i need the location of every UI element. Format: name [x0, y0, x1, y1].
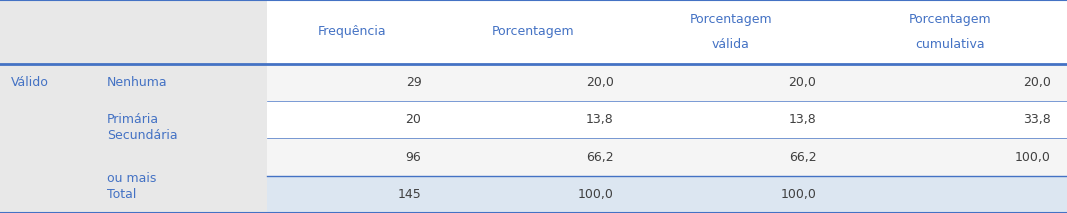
Bar: [0, 64, 267, 101]
Text: 20,0: 20,0: [789, 76, 816, 89]
Text: 33,8: 33,8: [1023, 113, 1051, 126]
Text: 145: 145: [398, 188, 421, 201]
Text: 20,0: 20,0: [586, 76, 614, 89]
Text: ou mais: ou mais: [107, 172, 156, 185]
Text: 66,2: 66,2: [586, 151, 614, 164]
Text: 20,0: 20,0: [1023, 76, 1051, 89]
Bar: [267, 176, 1067, 213]
Text: Total: Total: [107, 188, 137, 201]
Text: 100,0: 100,0: [577, 188, 614, 201]
Text: 20: 20: [405, 113, 421, 126]
Bar: [0, 101, 267, 138]
Text: 100,0: 100,0: [780, 188, 816, 201]
Text: 100,0: 100,0: [1015, 151, 1051, 164]
Bar: [0, 0, 1067, 64]
Text: Primária: Primária: [107, 113, 159, 126]
Text: Nenhuma: Nenhuma: [107, 76, 168, 89]
Text: Válido: Válido: [11, 76, 48, 89]
Text: cumulativa: cumulativa: [914, 38, 985, 51]
Bar: [0, 138, 267, 176]
Bar: [267, 138, 1067, 176]
Text: 66,2: 66,2: [789, 151, 816, 164]
Text: 96: 96: [405, 151, 421, 164]
Bar: [267, 101, 1067, 138]
Text: válida: válida: [712, 38, 750, 51]
Text: 13,8: 13,8: [789, 113, 816, 126]
Text: Frequência: Frequência: [318, 25, 386, 39]
Text: 29: 29: [405, 76, 421, 89]
Bar: [267, 64, 1067, 101]
Bar: [0, 0, 267, 64]
Text: 13,8: 13,8: [586, 113, 614, 126]
Text: Porcentagem: Porcentagem: [492, 25, 575, 39]
Text: Porcentagem: Porcentagem: [689, 13, 773, 26]
Text: Secundária: Secundária: [107, 129, 177, 142]
Text: Porcentagem: Porcentagem: [908, 13, 991, 26]
Bar: [0, 176, 267, 213]
